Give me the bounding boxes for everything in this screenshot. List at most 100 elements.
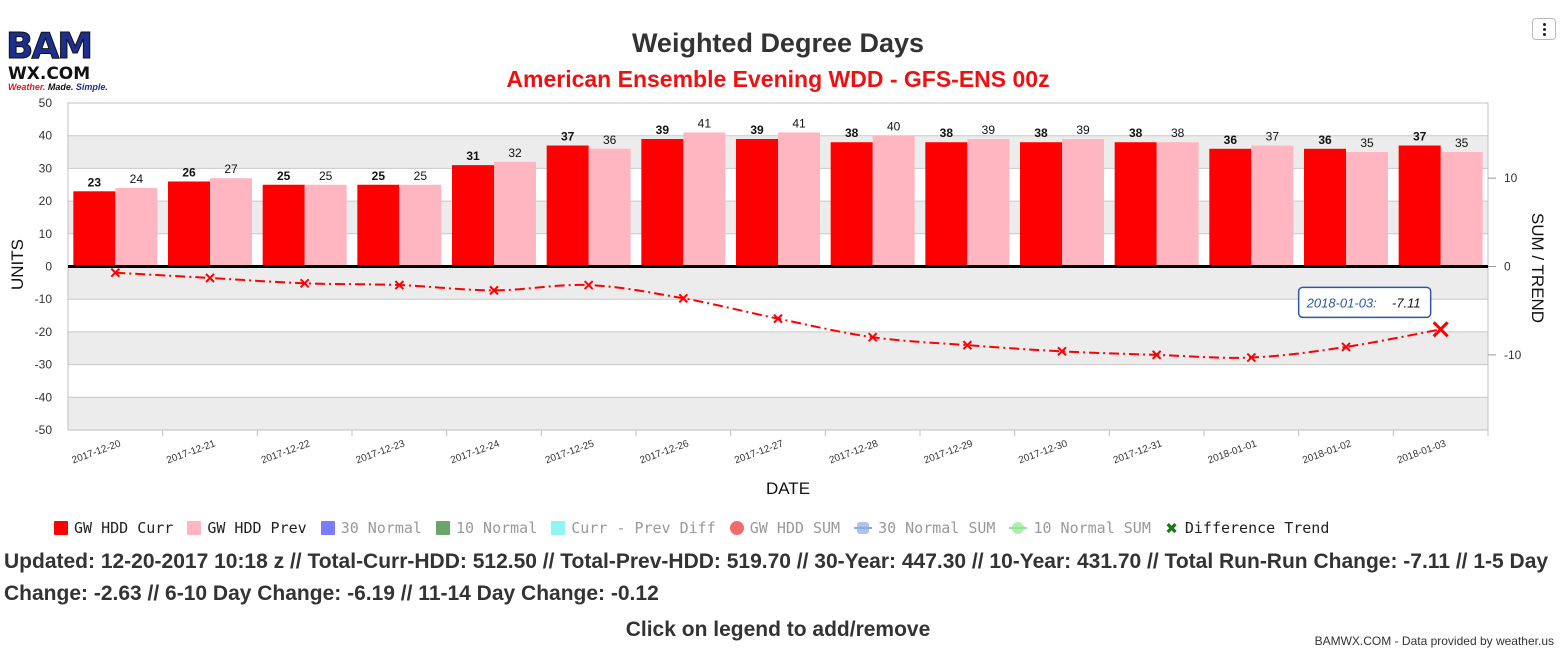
legend-label: 10 Normal xyxy=(455,519,538,537)
legend-item-gw-hdd-prev[interactable]: GW HDD Prev xyxy=(187,519,307,537)
x-tick-label: 2017-12-23 xyxy=(355,438,407,466)
plot-band xyxy=(68,397,1488,430)
trend-point xyxy=(1432,321,1449,338)
data-label: 23 xyxy=(88,175,102,189)
legend-hint: Click on legend to add/remove xyxy=(625,618,931,641)
legend-label: 30 Normal SUM xyxy=(878,519,996,537)
y2-tick-label: -10 xyxy=(1504,348,1522,362)
legend-swatch-icon xyxy=(435,521,450,535)
x-tick-label: 2017-12-29 xyxy=(923,438,975,466)
bar-curr xyxy=(546,145,589,267)
data-label: 32 xyxy=(508,146,522,160)
legend-label: Difference Trend xyxy=(1184,519,1330,537)
plot-band xyxy=(68,364,1488,398)
trend-point xyxy=(773,313,783,324)
data-label: 39 xyxy=(750,123,764,137)
data-label: 25 xyxy=(319,169,333,183)
legend-label: 30 Normal xyxy=(340,519,422,537)
legend-item-gw-hdd-sum[interactable]: GW HDD SUM xyxy=(729,519,840,537)
y-tick-label: -40 xyxy=(35,390,53,404)
x-tick-label: 2017-12-30 xyxy=(1017,438,1069,466)
legend-swatch-icon: ✖ xyxy=(1165,516,1178,540)
x-tick-label: 2017-12-22 xyxy=(260,438,312,466)
data-label: 25 xyxy=(372,169,386,183)
data-label: 39 xyxy=(1076,123,1090,137)
data-label: 37 xyxy=(1266,130,1280,144)
data-label: 37 xyxy=(561,130,575,144)
data-label: 39 xyxy=(982,123,996,137)
trend-point xyxy=(583,280,594,290)
x-tick-label: 2017-12-20 xyxy=(71,438,123,466)
legend-item-30-normal-sum[interactable]: 30 Normal SUM xyxy=(854,519,995,537)
data-label: 39 xyxy=(656,123,670,137)
y-tick-label: -20 xyxy=(35,325,53,339)
x-tick-label: 2018-01-01 xyxy=(1207,438,1259,466)
legend-item-30-normal[interactable]: 30 Normal xyxy=(320,519,422,537)
bar-curr xyxy=(1209,148,1252,267)
tooltip-date: 2018-01-03: xyxy=(1306,295,1377,310)
x-tick-label: 2017-12-21 xyxy=(165,438,217,466)
trend-point xyxy=(489,285,499,296)
data-label: 35 xyxy=(1455,136,1469,150)
data-label: 37 xyxy=(1413,130,1427,144)
y2-axis-title: SUM / TREND xyxy=(1528,213,1547,323)
bar-prev xyxy=(494,161,536,267)
trend-point xyxy=(205,273,215,283)
y2-tick-label: 0 xyxy=(1504,260,1511,274)
bar-prev xyxy=(399,184,442,267)
data-label: 41 xyxy=(792,116,806,130)
logo-tagline: Weather. Made. Simple. xyxy=(8,82,108,92)
bar-curr xyxy=(452,165,494,267)
plot-band xyxy=(68,103,1488,136)
context-menu-button[interactable] xyxy=(1532,18,1556,40)
bar-curr xyxy=(830,142,873,267)
legend-item-curr-prev-diff[interactable]: Curr - Prev Diff xyxy=(551,519,716,537)
data-credit: BAMWX.COM - Data provided by weather.us xyxy=(1314,634,1554,648)
legend-swatch-icon xyxy=(320,521,335,535)
logo-domain: WX.COM xyxy=(8,64,91,84)
bar-prev xyxy=(588,148,631,267)
x-tick-label: 2017-12-26 xyxy=(639,438,691,466)
y-tick-label: 10 xyxy=(39,227,53,241)
data-label: 31 xyxy=(466,149,480,163)
legend-label: GW HDD Prev xyxy=(207,519,307,537)
update-info-text: Updated: 12-20-2017 10:18 z // Total-Cur… xyxy=(4,550,1549,605)
bar-prev xyxy=(210,178,252,267)
trend-point xyxy=(962,340,973,350)
data-label: 27 xyxy=(224,162,238,176)
y-tick-label: -50 xyxy=(35,423,53,437)
context-menu-icon xyxy=(1542,22,1546,37)
bar-prev xyxy=(967,138,1010,267)
x-axis-title: DATE xyxy=(766,479,810,498)
bar-prev xyxy=(1251,145,1294,267)
legend-item-difference-trend[interactable]: ✖ Difference Trend xyxy=(1165,516,1330,540)
bar-prev xyxy=(683,132,726,267)
bar-curr xyxy=(1398,145,1441,267)
y-tick-label: 40 xyxy=(39,129,53,143)
trend-point xyxy=(1151,350,1162,360)
x-tick-label: 2017-12-28 xyxy=(828,438,880,466)
legend-item-gw-hdd-curr[interactable]: GW HDD Curr xyxy=(54,519,173,537)
bar-curr xyxy=(1114,142,1157,267)
x-tick-label: 2017-12-24 xyxy=(449,438,501,466)
y-axis-title: UNITS xyxy=(8,239,27,290)
bar-prev xyxy=(872,135,915,267)
y-tick-label: -30 xyxy=(35,358,53,372)
bar-curr xyxy=(1020,142,1062,267)
legend-item-10-normal-sum[interactable]: 10 Normal SUM xyxy=(1009,519,1151,537)
trend-point xyxy=(394,280,405,290)
y-tick-label: 0 xyxy=(45,260,52,274)
tooltip-value: -7.11 xyxy=(1392,295,1421,310)
data-label: 36 xyxy=(1224,133,1238,147)
bar-prev xyxy=(778,132,820,267)
y-tick-label: 20 xyxy=(39,194,53,208)
bar-prev xyxy=(1062,138,1104,267)
bamwx-logo: BAM WX.COM Weather. Made. Simple. xyxy=(5,26,124,93)
data-label: 38 xyxy=(1129,126,1143,140)
data-label: 36 xyxy=(1318,133,1332,147)
plot-band xyxy=(68,299,1488,332)
data-label: 38 xyxy=(845,126,859,140)
legend-label: 10 Normal SUM xyxy=(1033,519,1151,537)
data-label: 40 xyxy=(887,120,901,134)
legend-item-10-normal[interactable]: 10 Normal xyxy=(435,519,538,537)
